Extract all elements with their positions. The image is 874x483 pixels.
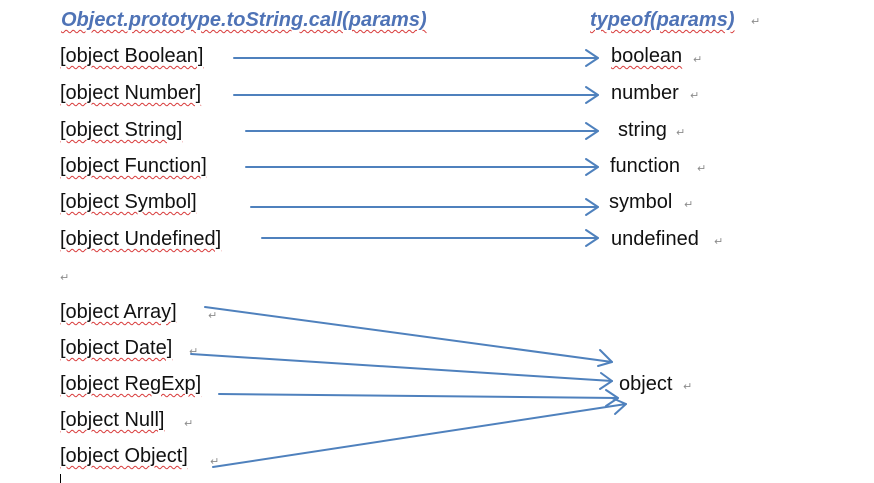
paragraph-mark-icon: ↵: [210, 456, 220, 468]
group-target-object: object: [619, 373, 673, 395]
paragraph-mark-icon: ↵: [676, 127, 686, 139]
paragraph-mark-icon: ↵: [184, 418, 194, 430]
group-item-null: [object Null]: [60, 409, 165, 431]
left-label-string: [object String]: [60, 119, 183, 141]
arrow-undefined: [261, 229, 599, 247]
arrow-string: [245, 122, 599, 140]
header-left-text: Object.prototype.toString.call(params): [61, 9, 427, 31]
arrow-object-to-object: [212, 397, 627, 468]
right-label-function: function: [610, 155, 681, 177]
arrow-regexp-to-object: [218, 389, 619, 407]
paragraph-mark-icon: ↵: [208, 310, 218, 322]
header-right-text: typeof(params): [590, 9, 735, 31]
arrow-function: [245, 158, 599, 176]
left-label-boolean: [object Boolean]: [60, 45, 204, 67]
group-item-array: [object Array]: [60, 301, 177, 323]
group-item-date: [object Date]: [60, 337, 173, 359]
arrow-boolean: [233, 49, 599, 67]
paragraph-mark-icon: ↵: [690, 90, 700, 102]
right-label-number: number: [611, 82, 679, 104]
right-label-boolean: boolean: [611, 45, 683, 67]
header-right: typeof(params): [590, 8, 734, 32]
left-label-symbol: [object Symbol]: [60, 191, 197, 213]
arrow-date-to-object: [190, 353, 613, 390]
right-label-string: string: [618, 119, 667, 141]
right-label-undefined: undefined: [611, 228, 699, 250]
paragraph-mark-icon: ↵: [60, 272, 70, 284]
arrow-array-to-object: [204, 306, 613, 367]
text-cursor: [60, 474, 61, 483]
group-item-object: [object Object]: [60, 445, 188, 467]
group-item-regexp: [object RegExp]: [60, 373, 202, 395]
paragraph-mark-icon: ↵: [684, 199, 694, 211]
right-label-symbol: symbol: [609, 191, 673, 213]
paragraph-mark-icon: ↵: [697, 163, 707, 175]
paragraph-mark-icon: ↵: [714, 236, 724, 248]
paragraph-mark-icon: ↵: [683, 381, 693, 393]
left-label-number: [object Number]: [60, 82, 202, 104]
arrow-number: [233, 86, 599, 104]
arrow-symbol: [250, 198, 599, 216]
left-label-undefined: [object Undefined]: [60, 228, 222, 250]
left-label-function: [object Function]: [60, 155, 207, 177]
paragraph-mark-icon: ↵: [693, 54, 703, 66]
header-left: Object.prototype.toString.call(params): [61, 8, 427, 32]
paragraph-mark-icon: ↵: [751, 16, 761, 28]
paragraph-mark-icon: ↵: [189, 346, 199, 358]
